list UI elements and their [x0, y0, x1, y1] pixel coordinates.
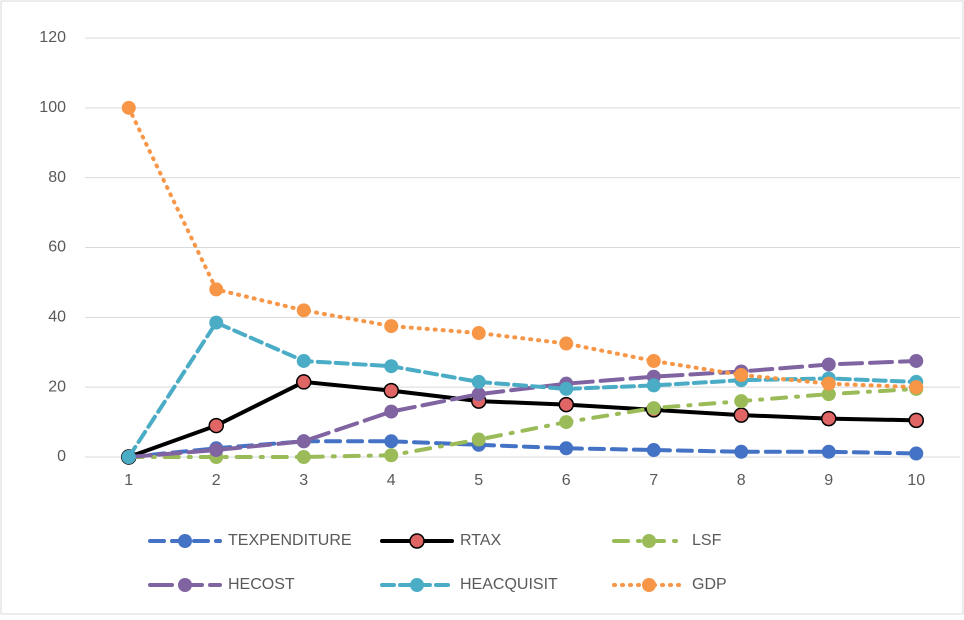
marker	[734, 394, 748, 408]
legend-label: HECOST	[228, 576, 295, 593]
marker	[384, 448, 398, 462]
x-tick-label: 7	[649, 472, 658, 489]
marker	[822, 445, 836, 459]
legend-label: LSF	[692, 532, 722, 549]
x-tick-label: 6	[562, 472, 571, 489]
marker	[909, 354, 923, 368]
y-tick-label: 20	[48, 378, 66, 395]
x-tick-label: 9	[824, 472, 833, 489]
marker	[209, 316, 223, 330]
marker	[559, 441, 573, 455]
marker	[209, 419, 223, 433]
marker	[647, 378, 661, 392]
marker	[559, 382, 573, 396]
x-tick-label: 4	[387, 472, 396, 489]
x-tick-label: 2	[212, 472, 221, 489]
y-tick-label: 100	[39, 99, 66, 116]
marker	[297, 375, 311, 389]
legend-label: HEACQUISIT	[460, 576, 558, 593]
y-tick-label: 120	[39, 29, 66, 46]
marker	[297, 354, 311, 368]
marker	[384, 405, 398, 419]
y-tick-label: 80	[48, 169, 66, 186]
marker	[647, 443, 661, 457]
chart: 0 20 40 60 80 100 120 1 2 3 4 5 6 7 8 9 10 TEXPENDITURE RT…	[0, 0, 964, 615]
y-tick-label: 0	[57, 448, 66, 465]
marker	[647, 401, 661, 415]
marker	[909, 380, 923, 394]
chart-border	[1, 1, 963, 614]
legend-label: TEXPENDITURE	[228, 532, 352, 549]
legend-marker	[178, 578, 192, 592]
marker	[472, 387, 486, 401]
marker	[384, 434, 398, 448]
marker	[734, 368, 748, 382]
marker	[559, 398, 573, 412]
y-tick-label: 60	[48, 239, 66, 256]
marker	[734, 445, 748, 459]
x-tick-label: 1	[124, 472, 133, 489]
legend-marker	[178, 534, 192, 548]
marker	[297, 450, 311, 464]
legend-label: RTAX	[460, 532, 502, 549]
legend-label: GDP	[692, 576, 727, 593]
marker	[909, 447, 923, 461]
marker	[384, 359, 398, 373]
legend-marker	[410, 534, 424, 548]
marker	[559, 415, 573, 429]
x-tick-label: 5	[474, 472, 483, 489]
marker	[822, 377, 836, 391]
marker	[734, 408, 748, 422]
marker	[209, 282, 223, 296]
marker	[472, 326, 486, 340]
legend-marker	[410, 578, 424, 592]
marker	[472, 375, 486, 389]
marker	[122, 101, 136, 115]
x-tick-label: 8	[737, 472, 746, 489]
marker	[209, 443, 223, 457]
marker	[297, 434, 311, 448]
marker	[822, 412, 836, 426]
marker	[384, 384, 398, 398]
y-tick-label: 40	[48, 309, 66, 326]
marker	[297, 303, 311, 317]
marker	[647, 354, 661, 368]
marker	[384, 319, 398, 333]
marker	[909, 413, 923, 427]
x-tick-label: 3	[299, 472, 308, 489]
legend-marker	[642, 534, 656, 548]
marker	[122, 450, 136, 464]
x-tick-label: 10	[907, 472, 925, 489]
marker	[559, 337, 573, 351]
marker	[822, 357, 836, 371]
marker	[472, 433, 486, 447]
legend-marker	[642, 578, 656, 592]
